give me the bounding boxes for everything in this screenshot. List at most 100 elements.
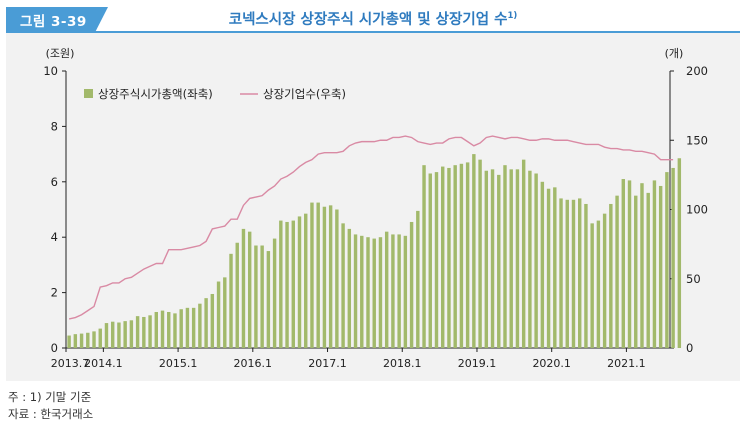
- bar-market-cap: [671, 167, 675, 348]
- x-axis-tick-label: 2018.1: [383, 357, 422, 370]
- bar-market-cap: [503, 165, 507, 348]
- bar-market-cap: [521, 159, 526, 348]
- left-axis-tick-label: 2: [51, 286, 58, 300]
- bar-market-cap: [609, 203, 613, 348]
- bar-market-cap: [160, 310, 165, 348]
- bar-market-cap: [409, 221, 414, 348]
- bar-market-cap: [559, 198, 563, 348]
- bar-market-cap: [179, 309, 183, 348]
- legend-line-label: 상장기업수(우축): [263, 87, 346, 101]
- bar-market-cap: [341, 223, 345, 348]
- bar-market-cap: [553, 187, 557, 348]
- bar-market-cap: [497, 174, 501, 348]
- bar-market-cap: [416, 210, 420, 348]
- x-axis-tick-label: 2020.1: [532, 357, 571, 370]
- bar-market-cap: [247, 231, 252, 348]
- bar-market-cap: [79, 333, 84, 348]
- bar-market-cap: [366, 237, 370, 348]
- bar-market-cap: [615, 195, 619, 348]
- figure-title-footnote: 1): [507, 11, 518, 22]
- title-divider: [6, 31, 740, 33]
- legend-bar-label: 상장주식시가총액(좌축): [98, 87, 213, 101]
- bar-market-cap: [441, 166, 445, 348]
- x-axis-tick-label: 2019.1: [458, 357, 497, 370]
- bar-market-cap: [154, 311, 159, 348]
- bar-market-cap: [403, 235, 408, 348]
- bar-market-cap: [428, 173, 432, 348]
- bar-market-cap: [260, 245, 264, 348]
- bar-market-cap: [191, 307, 196, 348]
- bar-market-cap: [210, 293, 215, 348]
- bar-market-cap: [167, 311, 171, 348]
- bar-market-cap: [391, 234, 395, 348]
- bar-market-cap: [465, 162, 470, 348]
- bar-market-cap: [129, 320, 134, 348]
- bar-market-cap: [447, 167, 451, 348]
- bar-market-cap: [378, 237, 383, 348]
- bar-market-cap: [117, 322, 121, 348]
- bar-market-cap: [577, 198, 582, 348]
- bar-market-cap: [148, 315, 152, 348]
- bar-market-cap: [540, 181, 545, 348]
- bar-market-cap: [509, 169, 513, 348]
- bar-market-cap: [384, 231, 389, 348]
- bar-market-cap: [285, 221, 289, 348]
- x-axis-tick-label: 2013.7: [51, 357, 90, 370]
- bar-market-cap: [640, 183, 644, 348]
- figure-title: 코넥스시장 상장주식 시가총액 및 상장기업 수1): [0, 8, 746, 29]
- bar-market-cap: [92, 331, 96, 348]
- bar-market-cap: [335, 209, 339, 348]
- bar-market-cap: [584, 203, 588, 348]
- right-axis-tick-label: 200: [686, 64, 708, 78]
- bar-market-cap: [297, 216, 302, 348]
- x-axis-tick-label: 2017.1: [308, 357, 347, 370]
- bar-market-cap: [646, 192, 650, 348]
- bar-market-cap: [304, 213, 308, 348]
- bar-market-cap: [590, 223, 594, 348]
- bar-market-cap: [621, 179, 626, 348]
- bar-market-cap: [204, 298, 208, 348]
- bar-market-cap: [241, 228, 246, 348]
- bar-market-cap: [453, 165, 457, 348]
- figure-label-background: [6, 7, 108, 31]
- bar-market-cap: [223, 277, 227, 348]
- bar-market-cap: [229, 253, 233, 348]
- bar-market-cap: [272, 238, 277, 348]
- bar-market-cap: [104, 323, 109, 348]
- left-axis-tick-label: 8: [51, 119, 58, 133]
- bar-market-cap: [546, 188, 551, 348]
- legend-bar-swatch: [84, 89, 93, 98]
- right-axis-tick-label: 150: [686, 133, 708, 147]
- bar-market-cap: [459, 163, 464, 348]
- right-axis-tick-label: 0: [686, 341, 693, 355]
- bar-market-cap: [360, 235, 364, 348]
- bar-market-cap: [291, 220, 295, 348]
- bar-market-cap: [596, 220, 601, 348]
- x-axis-tick-label: 2015.1: [159, 357, 198, 370]
- right-axis-unit: (개): [665, 47, 684, 60]
- bar-market-cap: [135, 316, 140, 348]
- source-text: 자료 : 한국거래소: [8, 407, 94, 421]
- bar-market-cap: [602, 213, 607, 348]
- x-axis-tick-label: 2021.1: [607, 357, 646, 370]
- bar-market-cap: [478, 159, 482, 348]
- bar-market-cap: [279, 220, 283, 348]
- bar-market-cap: [677, 158, 682, 348]
- left-axis-tick-label: 10: [43, 64, 58, 78]
- bar-market-cap: [86, 332, 90, 348]
- bar-market-cap: [110, 321, 115, 348]
- figure-label-tag: 그림 3-39: [6, 7, 108, 31]
- bar-market-cap: [123, 321, 127, 348]
- left-axis-unit: (조원): [46, 47, 75, 60]
- bar-market-cap: [528, 170, 532, 348]
- bar-market-cap: [397, 234, 401, 348]
- line-listed-companies: [68, 135, 674, 320]
- bar-market-cap: [328, 205, 333, 348]
- bar-market-cap: [534, 173, 538, 348]
- bar-market-cap: [185, 307, 190, 348]
- bar-market-cap: [515, 169, 520, 348]
- bar-market-cap: [353, 234, 358, 348]
- bar-market-cap: [571, 199, 576, 348]
- bar-market-cap: [67, 335, 71, 348]
